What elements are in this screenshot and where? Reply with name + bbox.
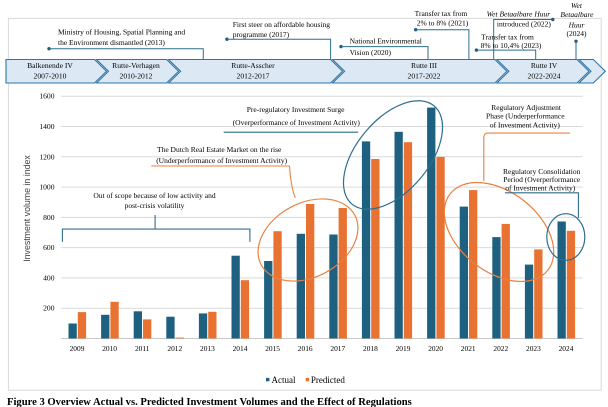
svg-text:2011: 2011 xyxy=(135,344,150,353)
svg-text:1600: 1600 xyxy=(39,92,54,101)
svg-text:Betaalbare: Betaalbare xyxy=(560,10,594,19)
svg-text:2010: 2010 xyxy=(102,344,117,353)
svg-text:programme (2017): programme (2017) xyxy=(233,30,290,39)
svg-text:post-crisis volatility: post-crisis volatility xyxy=(125,201,185,210)
svg-text:2017-2022: 2017-2022 xyxy=(408,72,441,81)
svg-text:Phase (Underperformance: Phase (Underperformance xyxy=(486,112,565,121)
svg-text:2023: 2023 xyxy=(526,344,541,353)
svg-text:Predicted: Predicted xyxy=(311,375,345,385)
svg-text:National Environmental: National Environmental xyxy=(350,36,422,45)
svg-text:2007-2010: 2007-2010 xyxy=(34,72,67,81)
svg-text:Balkenende IV: Balkenende IV xyxy=(27,61,73,70)
svg-text:2014: 2014 xyxy=(233,344,248,353)
svg-text:2022-2024: 2022-2024 xyxy=(528,72,561,81)
svg-text:Wet: Wet xyxy=(571,1,583,10)
svg-text:2013: 2013 xyxy=(200,344,215,353)
svg-text:400: 400 xyxy=(43,273,55,282)
svg-text:The Dutch Real Estate Market o: The Dutch Real Estate Market on the rise xyxy=(157,145,282,154)
svg-text:2012: 2012 xyxy=(167,344,182,353)
svg-text:(2024): (2024) xyxy=(567,29,587,38)
svg-text:Investment volume in index: Investment volume in index xyxy=(22,155,32,262)
svg-text:Transfer tax from: Transfer tax from xyxy=(481,33,534,42)
svg-text:2018: 2018 xyxy=(363,344,378,353)
svg-text:Out of scope because of low ac: Out of scope because of low activity and xyxy=(93,191,216,200)
svg-text:Huur: Huur xyxy=(568,20,585,29)
svg-text:200: 200 xyxy=(43,304,55,313)
svg-text:800: 800 xyxy=(43,213,55,222)
svg-text:2024: 2024 xyxy=(559,344,574,353)
svg-text:2% to 8% (2021): 2% to 8% (2021) xyxy=(417,19,469,28)
svg-text:8% to 10,4% (2023): 8% to 10,4% (2023) xyxy=(481,41,542,50)
svg-text:Rutte III: Rutte III xyxy=(411,61,437,70)
svg-text:(Underperformance of Investmen: (Underperformance of Investment Activity… xyxy=(156,156,287,165)
svg-text:2010-2012: 2010-2012 xyxy=(120,72,153,81)
svg-text:Pre-regulatory Investment Surg: Pre-regulatory Investment Surge xyxy=(247,105,345,114)
svg-text:Rutte-Asscher: Rutte-Asscher xyxy=(231,61,275,70)
svg-text:Ministry of Housing, Spatial P: Ministry of Housing, Spatial Planning an… xyxy=(58,28,185,37)
svg-text:2017: 2017 xyxy=(330,344,345,353)
svg-text:(Overperformance of Investment: (Overperformance of Investment Activity) xyxy=(233,118,361,127)
svg-text:2019: 2019 xyxy=(396,344,411,353)
svg-text:1200: 1200 xyxy=(39,152,54,161)
svg-text:of Investment Activity): of Investment Activity) xyxy=(490,121,560,130)
svg-text:2015: 2015 xyxy=(265,344,280,353)
svg-text:the Environment dismantled (20: the Environment dismantled (2013) xyxy=(58,38,165,47)
svg-text:Wet Betaalbare Huur: Wet Betaalbare Huur xyxy=(487,9,551,18)
svg-text:2016: 2016 xyxy=(298,344,313,353)
svg-text:Transfer tax from: Transfer tax from xyxy=(415,9,468,18)
svg-text:Rutte-Verhagen: Rutte-Verhagen xyxy=(112,61,160,70)
svg-text:600: 600 xyxy=(43,243,55,252)
svg-text:Rutte IV: Rutte IV xyxy=(531,61,558,70)
svg-text:introduced (2022): introduced (2022) xyxy=(497,20,551,29)
svg-text:1400: 1400 xyxy=(39,122,54,131)
svg-text:Figure 3 Overview Actual vs. P: Figure 3 Overview Actual vs. Predicted I… xyxy=(7,397,412,407)
svg-text:2022: 2022 xyxy=(493,344,508,353)
svg-text:Regulatory Adjustment: Regulatory Adjustment xyxy=(491,103,562,112)
svg-text:2021: 2021 xyxy=(461,344,476,353)
svg-text:Vision (2020): Vision (2020) xyxy=(350,48,392,57)
svg-text:2009: 2009 xyxy=(70,344,85,353)
svg-text:2020: 2020 xyxy=(428,344,443,353)
svg-text:Regulatory Consolidation: Regulatory Consolidation xyxy=(503,167,581,176)
svg-text:First steer on affordable hous: First steer on affordable housing xyxy=(233,20,331,29)
svg-text:Period (Overperformance: Period (Overperformance xyxy=(503,175,581,184)
svg-text:of Investment Activity): of Investment Activity) xyxy=(505,184,575,193)
svg-text:2012-2017: 2012-2017 xyxy=(237,72,270,81)
svg-text:Actual: Actual xyxy=(272,375,296,385)
svg-text:1000: 1000 xyxy=(39,183,54,192)
